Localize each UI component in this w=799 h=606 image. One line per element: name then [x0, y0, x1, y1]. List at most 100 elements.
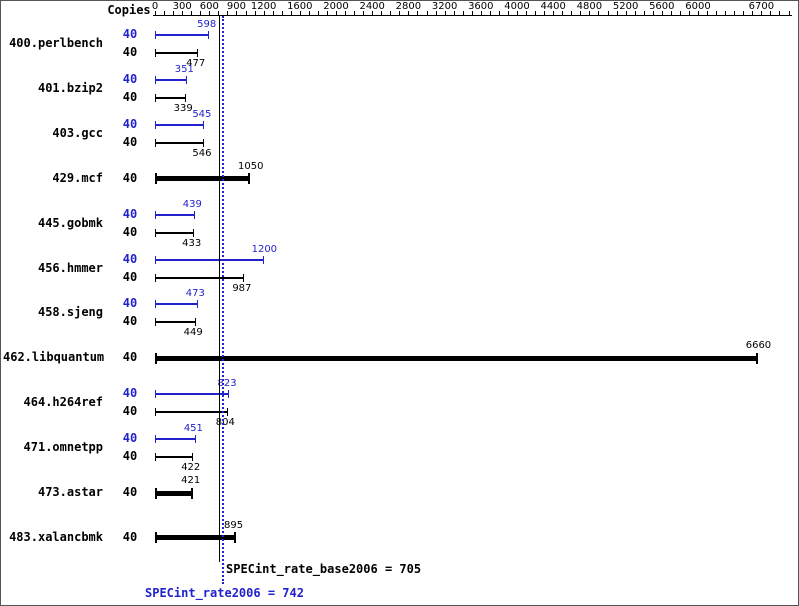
peak-bar [155, 255, 264, 264]
axis-tick [236, 11, 238, 15]
copies-value: 40 [122, 296, 138, 311]
axis-tick [535, 11, 537, 15]
axis-tick [580, 11, 582, 15]
base-value-label: 477 [186, 58, 206, 69]
bar-line [155, 176, 251, 182]
peak-bar [155, 31, 210, 39]
axis-tick [598, 11, 600, 15]
axis-tick [589, 11, 591, 15]
bar-line [155, 303, 198, 306]
bar-cap-left [155, 75, 156, 84]
bar-line [155, 141, 205, 144]
base-value-label: 895 [223, 519, 244, 531]
base-value-label: 433 [182, 237, 202, 249]
benchmark-label: 483.xalancbmk [9, 529, 103, 544]
copies-value: 40 [122, 89, 138, 104]
bar-cap-left [155, 31, 156, 39]
base-bar [155, 173, 251, 185]
copies-value: 40 [122, 224, 138, 239]
base-bar [155, 93, 186, 102]
axis-tick [417, 11, 419, 15]
axis-tick [281, 11, 283, 15]
bar-cap-right [191, 487, 194, 499]
axis-tick-label: 2000 [323, 1, 349, 12]
base-bar [155, 228, 195, 237]
peak-bar [155, 435, 196, 444]
bar-cap-left [155, 532, 157, 544]
benchmark-label: 464.h264ref [23, 395, 103, 410]
bar-cap-left [155, 435, 156, 444]
axis-tick [254, 11, 256, 15]
bar-cap-left [155, 487, 157, 499]
axis-tick [517, 11, 518, 15]
bar-cap-left [155, 49, 156, 57]
base-bar [155, 532, 236, 544]
axis-tick [336, 11, 337, 15]
bar-cap-right [185, 75, 187, 84]
bar-cap-left [155, 318, 156, 327]
axis-tick [661, 11, 663, 15]
axis-tick [679, 11, 681, 15]
bar-cap-left [155, 93, 156, 102]
axis-tick [462, 11, 464, 15]
axis-tick-label: 2800 [395, 1, 422, 12]
bar-line [155, 213, 195, 216]
bar-cap-right [208, 31, 210, 39]
bar-cap-right [262, 255, 264, 264]
bar-line [155, 231, 195, 234]
bar-cap-right [184, 93, 186, 102]
base-value-label: 339 [173, 102, 193, 114]
axis-tick [426, 11, 428, 15]
bar-line [155, 411, 228, 414]
bar-line [155, 258, 264, 261]
base-value-label: 987 [232, 282, 252, 294]
copies-column-header: Copies [107, 3, 151, 17]
bar-line [155, 96, 186, 99]
axis-tick-label: 4400 [540, 1, 566, 12]
peak-value-label: 823 [217, 378, 237, 390]
median-line-base [218, 16, 220, 562]
axis-tick [688, 11, 690, 15]
bar-cap-right [228, 390, 230, 399]
axis-tick [290, 11, 292, 15]
axis-tick-label: 5200 [612, 1, 639, 12]
peak-value-label: 451 [183, 423, 203, 435]
bar-line [155, 321, 196, 324]
bar-cap-right [194, 435, 196, 444]
peak-bar [155, 390, 230, 399]
axis-tick [607, 11, 609, 15]
axis-tick [272, 11, 274, 15]
axis-tick [245, 11, 247, 15]
bar-cap-left [155, 255, 156, 264]
bar-cap-right [203, 138, 205, 147]
bar-cap-left [155, 408, 156, 417]
bar-line [155, 355, 758, 361]
axis-tick-label: 6000 [685, 1, 711, 12]
copies-value: 40 [122, 170, 138, 185]
copies-value: 40 [122, 27, 138, 41]
bar-cap-left [155, 300, 156, 309]
axis-tick [643, 11, 645, 15]
bar-cap-right [243, 273, 245, 282]
base-value-label: 804 [215, 417, 235, 429]
peak-value-label: 439 [182, 198, 202, 210]
axis-tick [553, 11, 555, 15]
axis-tick-label: 3200 [431, 1, 458, 12]
base-value-label: 6660 [745, 340, 772, 352]
copies-value: 40 [122, 206, 138, 221]
axis-tick [317, 11, 319, 15]
axis-tick [616, 11, 618, 15]
axis-tick [354, 11, 356, 15]
axis-tick [299, 11, 301, 15]
base-summary-label: SPECint_rate_base2006 = 705 [226, 562, 422, 576]
axis-tick [164, 11, 166, 15]
base-bar [155, 453, 194, 462]
peak-value-label: 598 [197, 19, 217, 30]
axis-tick [707, 11, 709, 15]
base-bar [155, 49, 199, 57]
axis-tick-label: 4000 [504, 1, 530, 12]
bar-cap-left [155, 120, 156, 129]
base-bar [155, 138, 205, 147]
